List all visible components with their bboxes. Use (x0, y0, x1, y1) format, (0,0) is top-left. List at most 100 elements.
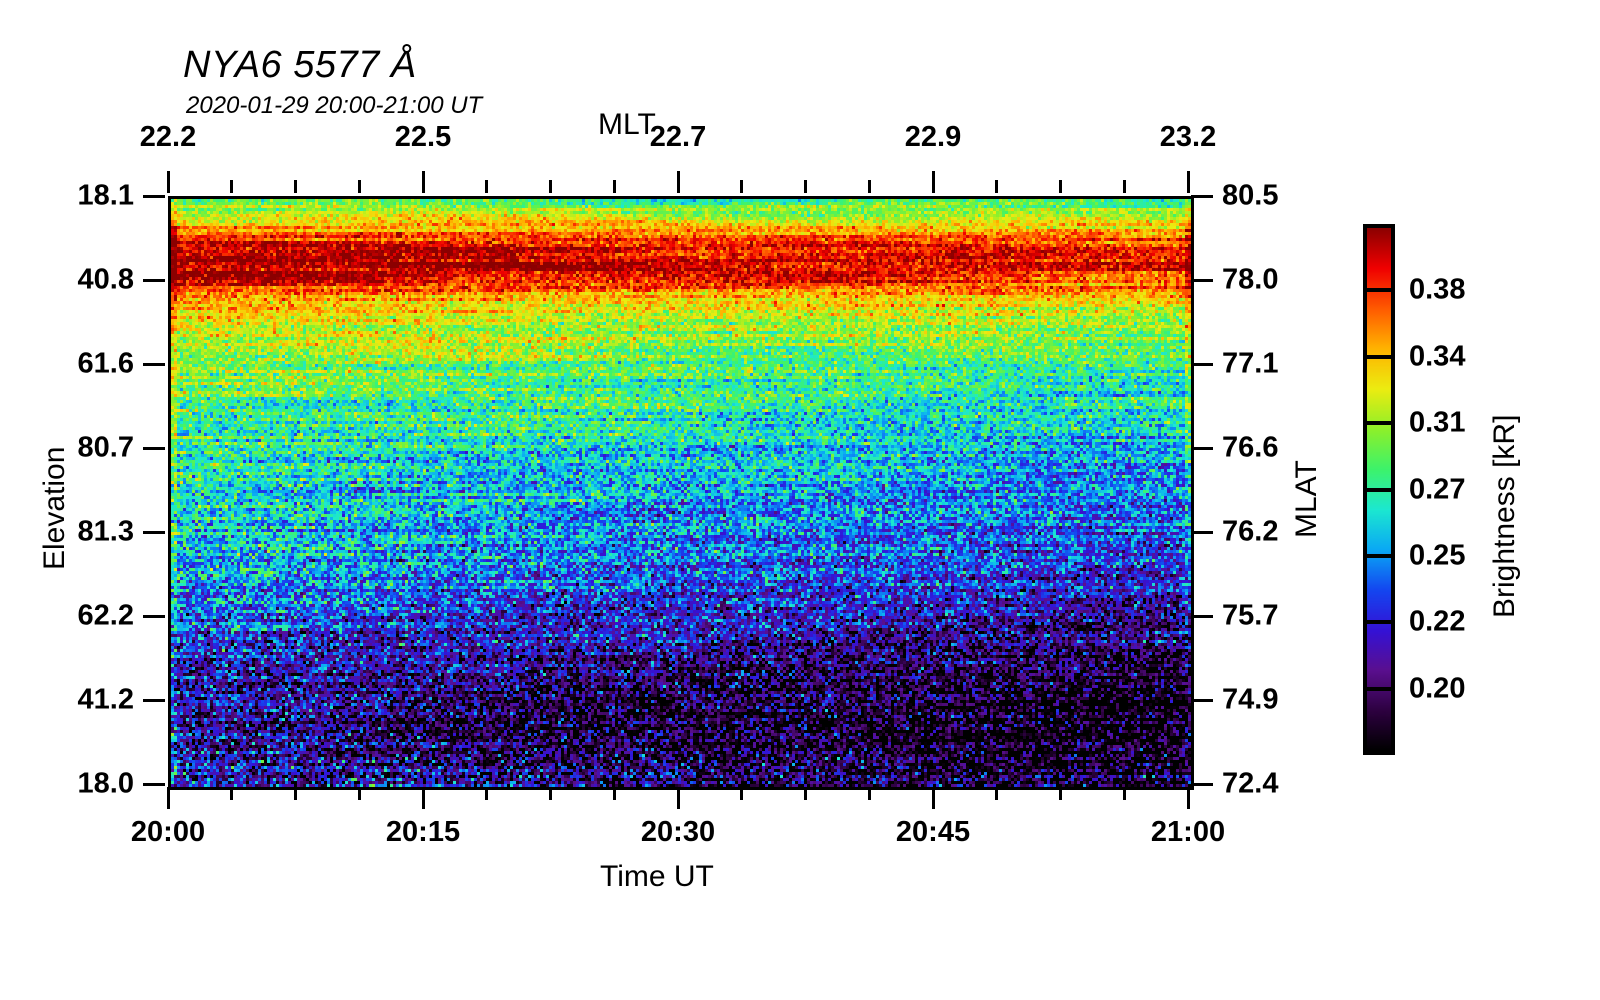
left-tick-label: 61.6 (77, 347, 134, 380)
colorbar-title: Brightness [kR] (1488, 414, 1521, 618)
x-tick-top-minor (1122, 180, 1126, 193)
x-tick-top-minor (294, 180, 297, 193)
y-tick-left (143, 278, 165, 282)
y-tick-right (1191, 194, 1213, 198)
x-tick-minor (804, 787, 807, 800)
x-tick-top-minor (357, 180, 361, 193)
top-tick-label: 22.2 (139, 121, 197, 153)
x-tick-minor (230, 787, 234, 800)
y-tick-right (1191, 278, 1213, 282)
y-tick-right (1191, 782, 1213, 786)
x-tick-top-minor (549, 180, 552, 193)
bottom-tick-label: 20:30 (640, 816, 716, 848)
x-tick-major (931, 787, 935, 809)
top-tick-label: 23.2 (1159, 121, 1217, 153)
x-tick-top-major (931, 171, 935, 193)
x-tick-major (676, 787, 680, 809)
x-tick-minor (549, 787, 552, 800)
y-tick-right (1191, 698, 1213, 702)
x-tick-top-minor (995, 180, 999, 193)
bottom-axis-title: Time UT (600, 860, 714, 893)
bottom-tick-label: 20:15 (385, 816, 461, 848)
right-tick-label: 77.1 (1222, 347, 1279, 380)
right-tick-label: 75.7 (1222, 599, 1279, 632)
bottom-tick-label: 21:00 (1150, 816, 1226, 848)
x-tick-minor (1059, 787, 1062, 800)
x-tick-top-minor (230, 180, 234, 193)
x-tick-top-minor (612, 180, 616, 193)
right-tick-label: 78.0 (1222, 263, 1279, 296)
y-tick-left (143, 530, 165, 534)
right-axis-title: MLAT (1290, 460, 1323, 538)
plot-area (168, 196, 1194, 790)
x-tick-minor (357, 787, 361, 800)
right-tick-label: 76.6 (1222, 431, 1279, 464)
colorbar-tick-label: 0.38 (1409, 273, 1466, 306)
left-tick-label: 81.3 (77, 515, 134, 548)
top-tick-label: 22.5 (394, 121, 452, 153)
colorbar-tick-label: 0.27 (1409, 473, 1466, 505)
x-tick-minor (294, 787, 297, 800)
x-tick-minor (867, 787, 871, 800)
top-axis-title: MLT (598, 108, 656, 141)
x-tick-minor (485, 787, 489, 800)
right-tick-label: 80.5 (1222, 179, 1279, 212)
x-tick-minor (995, 787, 999, 800)
colorbar-separator (1363, 686, 1395, 691)
y-tick-left (143, 614, 165, 618)
left-tick-label: 18.1 (77, 179, 134, 212)
colorbar-separator (1363, 421, 1395, 426)
y-tick-left (143, 782, 165, 786)
colorbar-tick-label: 0.20 (1409, 672, 1466, 705)
left-tick-label: 41.2 (77, 683, 134, 716)
right-tick-label: 76.2 (1222, 515, 1279, 548)
left-axis-title: Elevation (38, 446, 71, 570)
y-tick-right (1191, 446, 1213, 450)
right-tick-label: 72.4 (1222, 767, 1279, 800)
colorbar-tick-label: 0.34 (1409, 340, 1466, 373)
y-tick-right (1191, 614, 1213, 618)
y-tick-left (143, 446, 165, 450)
y-tick-left (143, 362, 165, 366)
colorbar-tick-label: 0.25 (1409, 539, 1466, 572)
x-tick-top-minor (867, 180, 871, 193)
bottom-tick-label: 20:00 (130, 816, 206, 848)
x-tick-top-major (421, 171, 425, 193)
x-tick-top-minor (485, 180, 489, 193)
colorbar-separator (1363, 553, 1395, 558)
y-tick-left (143, 194, 165, 198)
x-tick-top-minor (740, 180, 744, 193)
x-tick-major (1186, 787, 1190, 809)
colorbar-separator (1363, 487, 1395, 492)
right-tick-label: 74.9 (1222, 683, 1279, 716)
colorbar-tick-label: 0.31 (1409, 406, 1466, 439)
bottom-tick-label: 20:45 (895, 816, 971, 848)
colorbar-separator (1363, 620, 1395, 625)
y-tick-right (1191, 530, 1213, 534)
keogram-image (171, 199, 1191, 787)
x-tick-minor (1122, 787, 1126, 800)
colorbar-separator (1363, 354, 1395, 359)
x-tick-top-minor (1059, 180, 1062, 193)
x-tick-minor (612, 787, 616, 800)
colorbar-separator (1363, 288, 1395, 293)
x-tick-top-minor (804, 180, 807, 193)
left-tick-label: 40.8 (77, 263, 134, 296)
y-tick-left (143, 698, 165, 702)
left-tick-label: 80.7 (77, 431, 134, 464)
top-tick-label: 22.9 (904, 121, 962, 153)
x-tick-top-major (676, 171, 680, 193)
x-tick-top-major (166, 171, 170, 193)
left-tick-label: 18.0 (77, 767, 134, 800)
left-tick-label: 62.2 (77, 599, 134, 632)
x-tick-minor (740, 787, 744, 800)
y-tick-right (1191, 362, 1213, 366)
figure-title: NYA6 5577 Å (183, 44, 417, 86)
x-tick-top-major (1186, 171, 1190, 193)
x-tick-major (421, 787, 425, 809)
colorbar-tick-label: 0.22 (1409, 605, 1466, 638)
figure-subtitle: 2020-01-29 20:00-21:00 UT (186, 92, 483, 119)
x-tick-major (166, 787, 170, 809)
top-tick-label: 22.7 (649, 121, 707, 153)
